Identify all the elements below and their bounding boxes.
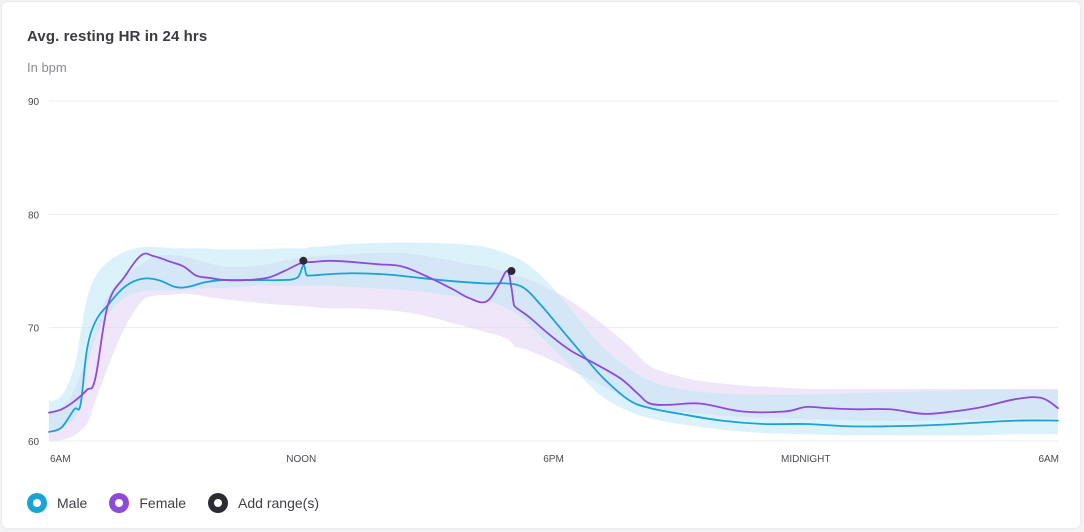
legend-item-female[interactable]: Female (109, 493, 186, 513)
y-tick-label-60: 60 (28, 437, 40, 448)
chart-legend: Male Female Add range(s) (27, 493, 319, 513)
hr-line-chart: 60 70 80 90 6AM NOON 6PM MIDNIGHT 6AM (28, 97, 1059, 465)
legend-label-male: Male (57, 495, 88, 511)
range-marker-1 (299, 256, 308, 265)
line-layer (48, 252, 1059, 433)
legend-dot-add-range (208, 493, 229, 513)
y-tick-label-90: 90 (28, 97, 40, 108)
y-tick-label-70: 70 (28, 324, 40, 335)
x-tick-label-noon: NOON (286, 454, 316, 465)
range-marker-2 (507, 267, 516, 275)
grid-layer (49, 100, 1058, 442)
x-tick-label-6am: 6AM (1038, 454, 1059, 465)
legend-dot-female (109, 493, 130, 513)
legend-label-add-range: Add range(s) (238, 495, 319, 511)
y-tick-label-80: 80 (28, 210, 40, 221)
legend-item-male[interactable]: Male (27, 493, 87, 513)
chart-title: Avg. resting HR in 24 hrs (27, 28, 208, 45)
tick-layer: 60 70 80 90 6AM NOON 6PM MIDNIGHT 6AM (28, 97, 1059, 465)
x-tick-label-midnight: MIDNIGHT (781, 454, 830, 465)
legend-label-female: Female (139, 495, 187, 511)
series-line-female (48, 252, 1059, 415)
legend-item-add-range[interactable]: Add range(s) (208, 493, 319, 513)
legend-dot-male (27, 493, 47, 513)
series-line-male (48, 264, 1059, 433)
x-tick-label-6pm: 6PM (543, 454, 564, 465)
x-tick-label-6am: 6AM (50, 454, 71, 465)
marker-layer (299, 256, 516, 275)
chart-subtitle: In bpm (27, 60, 67, 75)
